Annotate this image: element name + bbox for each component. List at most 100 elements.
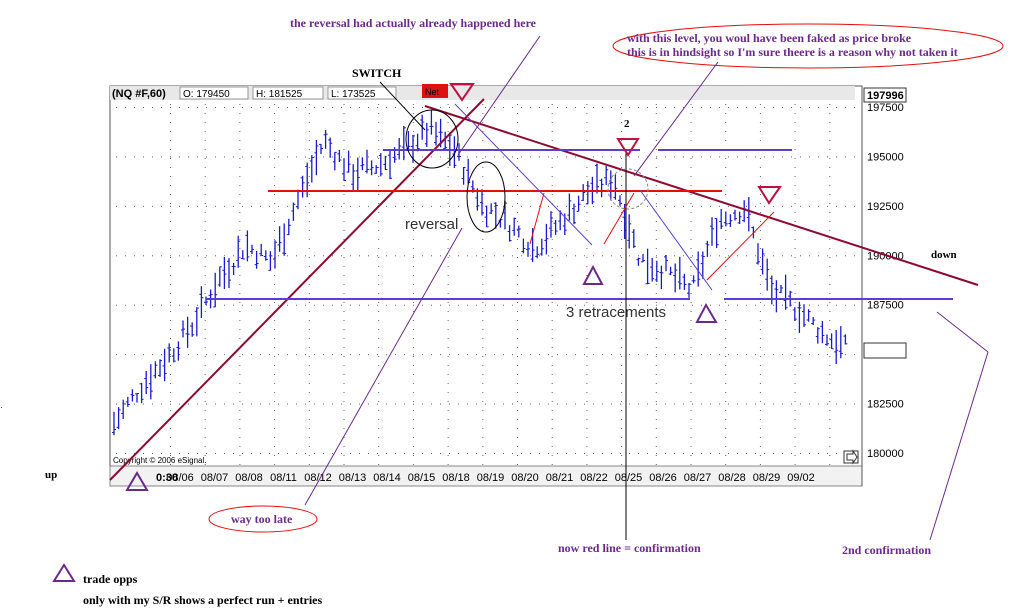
grid-dot xyxy=(764,156,765,158)
grid-dot xyxy=(239,158,241,159)
grid-dot xyxy=(188,403,189,405)
grid-dot xyxy=(485,403,486,405)
grid-dot xyxy=(764,354,765,356)
grid-dot xyxy=(308,284,310,285)
grid-dot xyxy=(274,446,276,447)
grid-dot xyxy=(725,356,727,357)
grid-dot xyxy=(725,275,727,276)
scroll-arrow-icon[interactable] xyxy=(843,449,859,465)
grid-dot xyxy=(332,205,333,207)
grid-dot xyxy=(737,403,738,405)
grid-dot xyxy=(378,320,380,321)
grid-dot xyxy=(431,304,432,306)
grid-dot xyxy=(239,266,241,267)
grid-dot xyxy=(829,293,831,294)
annotation-up: up xyxy=(45,469,57,481)
grid-dot xyxy=(412,239,414,240)
grid-dot xyxy=(746,205,747,207)
grid-dot xyxy=(517,158,518,159)
x-tick-label: 08/07 xyxy=(201,472,229,484)
grid-dot xyxy=(725,320,727,321)
grid-dot xyxy=(482,158,484,159)
grid-dot xyxy=(412,365,414,366)
grid-dot xyxy=(287,403,288,405)
grid-dot xyxy=(359,205,360,207)
grid-dot xyxy=(274,131,276,132)
grid-dot xyxy=(638,304,639,306)
grid-dot xyxy=(725,257,727,258)
grid-dot xyxy=(269,205,270,207)
grid-dot xyxy=(278,156,279,158)
grid-dot xyxy=(378,248,380,249)
y-top-label-box xyxy=(863,87,907,103)
grid-dot xyxy=(503,107,504,108)
grid-dot xyxy=(517,347,518,348)
grid-dot xyxy=(517,248,518,249)
grid-dot xyxy=(551,176,553,177)
grid-dot xyxy=(512,107,513,108)
grid-dot xyxy=(551,185,553,186)
grid-dot xyxy=(343,419,345,420)
candle xyxy=(512,217,517,236)
grid-dot xyxy=(521,354,522,356)
grid-dot xyxy=(332,453,333,454)
grid-dot xyxy=(239,140,241,141)
grid-dot xyxy=(343,437,345,438)
candle xyxy=(746,197,751,232)
grid-dot xyxy=(539,107,540,108)
grid-dot xyxy=(512,403,513,405)
candle xyxy=(323,130,328,149)
candle xyxy=(383,155,388,170)
candle xyxy=(806,309,811,322)
grid-dot xyxy=(413,107,414,108)
x-tick-label: 08/26 xyxy=(649,472,677,484)
grid-dot xyxy=(719,205,720,207)
grid-dot xyxy=(485,255,486,257)
grid-dot xyxy=(575,403,576,405)
grid-dot xyxy=(447,320,449,321)
grid-dot xyxy=(773,107,774,108)
grid-dot xyxy=(274,455,276,456)
grid-dot xyxy=(690,293,692,294)
grid-dot xyxy=(517,437,518,438)
grid-dot xyxy=(308,194,310,195)
grid-dot xyxy=(829,347,831,348)
grid-dot xyxy=(809,156,810,158)
grid-dot xyxy=(794,239,796,240)
grid-dot xyxy=(818,304,819,306)
grid-dot xyxy=(350,453,351,454)
candle xyxy=(158,359,162,377)
grid-dot xyxy=(521,403,522,405)
grid-dot xyxy=(308,230,310,231)
grid-dot xyxy=(794,248,796,249)
grid-dot xyxy=(586,194,588,195)
grid-dot xyxy=(296,304,297,306)
grid-dot xyxy=(521,255,522,257)
grid-dot xyxy=(378,221,380,222)
header-open-box xyxy=(179,86,249,100)
grid-dot xyxy=(655,293,657,294)
grid-dot xyxy=(829,419,831,420)
grid-dot xyxy=(314,304,315,306)
grid-dot xyxy=(431,354,432,356)
grid-dot xyxy=(794,410,796,411)
candle xyxy=(544,223,549,255)
grid-dot xyxy=(341,156,342,158)
grid-dot xyxy=(239,302,241,303)
grid-dot xyxy=(517,338,518,339)
grid-dot xyxy=(343,401,345,402)
grid-dot xyxy=(655,122,657,123)
grid-dot xyxy=(412,446,414,447)
grid-dot xyxy=(440,304,441,306)
grid-dot xyxy=(323,354,324,356)
grid-dot xyxy=(759,122,761,123)
grid-dot xyxy=(215,453,216,454)
grid-dot xyxy=(197,304,198,306)
grid-dot xyxy=(125,403,126,405)
grid-dot xyxy=(332,403,333,405)
grid-dot xyxy=(125,354,126,356)
grid-dot xyxy=(602,453,603,454)
grid-dot xyxy=(655,347,657,348)
grid-dot xyxy=(204,248,206,249)
grid-dot xyxy=(655,464,657,465)
